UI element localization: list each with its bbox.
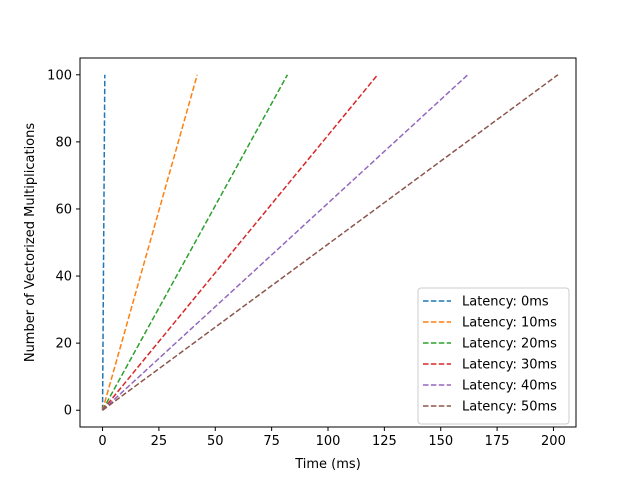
x-tick-label: 175 (485, 434, 510, 449)
legend-label-2: Latency: 20ms (462, 337, 557, 352)
series-line-5 (102, 74, 559, 411)
x-tick-label: 50 (207, 434, 224, 449)
y-tick-label: 80 (55, 135, 72, 150)
y-tick-label: 20 (55, 337, 72, 352)
x-axis: 0 25 50 75 100 125 150 175 200 (98, 427, 566, 449)
legend-label-4: Latency: 40ms (462, 379, 557, 394)
legend-label-0: Latency: 0ms (462, 295, 549, 310)
x-tick-label: 25 (151, 434, 168, 449)
y-tick-label: 40 (55, 270, 72, 285)
legend-label-5: Latency: 50ms (462, 400, 557, 415)
x-tick-label: 125 (372, 434, 397, 449)
y-axis-label: Number of Vectorized Multiplications (23, 123, 38, 363)
legend-label-1: Latency: 10ms (462, 316, 557, 331)
series-line-3 (101, 74, 379, 411)
series-line-4 (102, 74, 469, 411)
legend: Latency: 0ms Latency: 10ms Latency: 20ms La… (417, 287, 570, 425)
x-tick-label: 200 (541, 434, 566, 449)
series-line-0 (101, 74, 106, 411)
y-tick-label: 0 (64, 404, 72, 419)
y-tick-label: 100 (47, 68, 72, 83)
y-tick-label: 60 (55, 202, 72, 217)
x-axis-label: Time (ms) (294, 457, 361, 472)
x-tick-label: 0 (98, 434, 106, 449)
series-line-2 (101, 74, 289, 411)
legend-label-3: Latency: 30ms (462, 358, 557, 373)
legend-box (417, 287, 570, 425)
series-line-1 (101, 74, 198, 411)
x-tick-label: 150 (428, 434, 453, 449)
x-tick-label: 75 (263, 434, 280, 449)
x-tick-label: 100 (316, 434, 341, 449)
plot-lines (101, 74, 559, 411)
y-axis: 0 20 40 60 80 100 (47, 68, 80, 419)
